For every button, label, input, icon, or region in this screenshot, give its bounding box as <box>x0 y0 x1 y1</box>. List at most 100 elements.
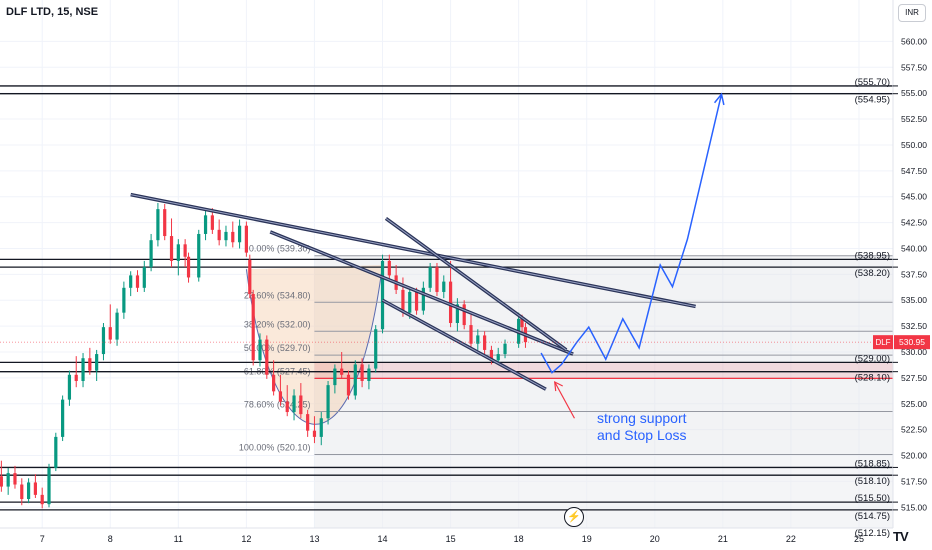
candle-body <box>367 368 371 381</box>
candle-body <box>95 354 99 371</box>
candle-body <box>231 231 235 243</box>
candle-body <box>40 494 44 505</box>
x-tick-label: 20 <box>650 534 660 544</box>
candle-body <box>67 374 72 400</box>
candle-body <box>340 368 344 375</box>
candle-body <box>197 233 201 278</box>
key-level-label: (528.10) <box>855 373 890 384</box>
candle-body <box>210 215 214 230</box>
support-annotation-line1: strong support <box>597 410 687 426</box>
x-tick-label: 12 <box>241 534 251 544</box>
lower-gray-zone <box>314 454 893 528</box>
candle-body <box>61 399 65 437</box>
candle-body <box>54 436 58 468</box>
candle-body <box>326 385 330 419</box>
x-tick-label: 18 <box>514 534 524 544</box>
candle-body <box>435 267 439 292</box>
x-tick-label: 7 <box>40 534 45 544</box>
candle-body <box>387 260 391 276</box>
projection-arrowhead <box>713 92 725 106</box>
key-level-label: (529.00) <box>855 353 890 364</box>
candle-body <box>278 391 283 402</box>
y-tick-label: 532.50 <box>901 321 927 331</box>
candle-body <box>421 287 425 311</box>
y-tick-label: 540.00 <box>901 243 927 253</box>
candle-body <box>6 473 10 487</box>
annotation-arrow <box>554 381 575 419</box>
candle-body <box>115 312 119 340</box>
candle-body <box>374 329 378 369</box>
last-price-badge <box>894 335 930 350</box>
candle-body <box>496 354 500 361</box>
candle-body <box>244 225 248 253</box>
y-tick-label: 517.50 <box>901 476 927 486</box>
candle-body <box>353 364 357 396</box>
candle-body <box>237 225 242 243</box>
candle-body <box>135 275 140 288</box>
candle-body <box>489 349 494 361</box>
candle-body <box>142 267 146 288</box>
key-level-label: (538.20) <box>855 268 890 279</box>
candle-body <box>272 374 276 392</box>
lightning-icon[interactable]: ⚡ <box>564 507 584 527</box>
y-tick-label: 535.00 <box>901 295 927 305</box>
candle-body <box>408 291 412 313</box>
candle-body <box>462 304 466 326</box>
candle-body <box>203 215 208 234</box>
candle-body <box>217 229 221 241</box>
candle-body <box>26 482 31 500</box>
candle-body <box>129 275 133 288</box>
trendline-core-upper-resistance <box>130 194 696 307</box>
x-tick-label: 8 <box>108 534 113 544</box>
x-tick-label: 22 <box>786 534 796 544</box>
y-tick-label: 542.50 <box>901 218 927 228</box>
candle-body <box>169 236 174 261</box>
support-zone <box>314 362 893 379</box>
candle-body <box>299 395 303 415</box>
candle-body <box>258 339 262 361</box>
y-tick-label: 550.00 <box>901 140 927 150</box>
candle-body <box>122 287 126 313</box>
candle-body <box>469 325 473 344</box>
candle-body <box>186 256 191 278</box>
y-tick-label: 545.00 <box>901 192 927 202</box>
trendline-core-mid-resistance <box>270 231 574 355</box>
x-tick-label: 11 <box>174 534 183 544</box>
candle-body <box>520 318 524 328</box>
candle-body <box>183 244 187 257</box>
y-tick-label: 522.50 <box>901 425 927 435</box>
fib-level-label: 38.20% (532.00) <box>244 319 311 329</box>
rounding-bottom-arc <box>245 264 384 425</box>
projection-path <box>540 94 723 374</box>
candle-body <box>224 231 228 241</box>
support-annotation: strong support and Stop Loss <box>597 410 717 444</box>
key-level-label: (518.85) <box>855 458 890 469</box>
candle-body <box>74 374 78 381</box>
candle-body <box>292 395 296 413</box>
fib-level-label: 78.60% (524.25) <box>244 400 311 410</box>
x-tick-label: 25 <box>854 534 864 544</box>
y-tick-label: 555.00 <box>901 88 927 98</box>
candle-body <box>163 209 167 237</box>
key-level-label: (514.75) <box>855 511 890 522</box>
candle-body <box>156 209 160 241</box>
y-tick-label: 552.50 <box>901 114 927 124</box>
x-tick-label: 19 <box>582 534 592 544</box>
y-tick-label: 560.00 <box>901 36 927 46</box>
fib-level-label: 0.00% (539.30) <box>249 244 311 254</box>
candle-body <box>0 476 3 487</box>
candle-body <box>81 358 85 381</box>
candle-body <box>20 484 24 500</box>
candle-body <box>503 343 507 355</box>
candle-body <box>428 267 432 288</box>
x-tick-label: 15 <box>446 534 456 544</box>
currency-badge[interactable]: INR <box>898 4 926 22</box>
candle-body <box>108 327 112 340</box>
candle-body <box>13 473 17 485</box>
candle-body <box>312 430 317 437</box>
support-annotation-line2: and Stop Loss <box>597 427 687 443</box>
candle-body <box>333 368 337 386</box>
candle-body <box>360 364 364 381</box>
last-price-label: 530.95 <box>899 337 925 347</box>
